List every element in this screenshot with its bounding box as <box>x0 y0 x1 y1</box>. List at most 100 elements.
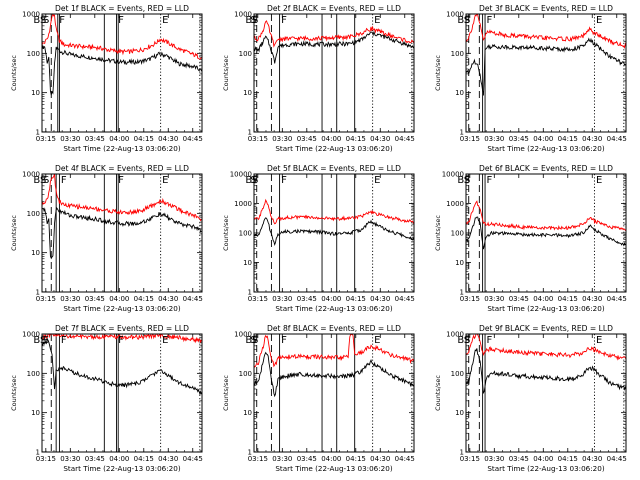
event-marker-label: F <box>59 15 65 26</box>
event-marker-label: E <box>374 15 380 26</box>
axis-frame <box>465 13 627 133</box>
y-tick-label: 1 <box>36 128 40 136</box>
x-tick-label: 04:00 <box>533 455 553 463</box>
chart-panel-9: Det 9f BLACK = Events, RED = LLD Counts/s… <box>434 324 627 473</box>
x-tick-label: 04:30 <box>582 135 602 143</box>
x-tick-label: 04:45 <box>395 295 415 303</box>
y-tick-label: 100 <box>27 50 40 58</box>
chart-panel-8: Det 8f BLACK = Events, RED = LLD Counts/s… <box>222 324 415 473</box>
x-tick-label: 04:45 <box>395 455 415 463</box>
plot-area <box>254 334 414 452</box>
event-marker-label: E <box>596 175 602 186</box>
x-axis-label: Start Time (22-Aug-13 03:06:20) <box>63 304 180 313</box>
y-tick-label: 100 <box>27 210 40 218</box>
x-tick-label: 03:15 <box>36 135 56 143</box>
y-axis-label: Counts/sec <box>434 215 442 251</box>
y-tick-label: 100 <box>239 230 252 238</box>
y-tick-label: 1 <box>460 288 464 296</box>
y-tick-label: 1 <box>248 448 252 456</box>
chart-panel-5: Det 5f BLACK = Events, RED = LLD Counts/s… <box>222 164 415 313</box>
x-tick-label: 04:15 <box>134 295 154 303</box>
x-tick-label: 03:15 <box>460 455 480 463</box>
chart-title: Det 6f BLACK = Events, RED = LLD <box>479 164 613 173</box>
event-marker-label: F <box>487 175 493 186</box>
event-marker-label: E <box>162 15 168 26</box>
x-tick-label: 03:30 <box>272 455 292 463</box>
x-tick-label: 03:45 <box>509 455 529 463</box>
lld-series-line <box>42 14 202 60</box>
axis-frame <box>465 173 627 293</box>
y-tick-label: 1000 <box>234 331 252 339</box>
y-tick-label: 1000 <box>234 11 252 19</box>
chart-panel-7: Det 7f BLACK = Events, RED = LLD Counts/s… <box>10 324 203 473</box>
event-marker-label: BS <box>245 15 258 26</box>
y-tick-label: 1 <box>248 128 252 136</box>
y-axis-label: Counts/sec <box>222 375 230 411</box>
plot-area <box>466 14 626 132</box>
event-marker-label: E <box>162 335 168 346</box>
y-tick-label: 1000 <box>234 200 252 208</box>
event-marker-label: S <box>43 15 49 26</box>
x-tick-label: 04:30 <box>370 455 390 463</box>
event-marker-label: S <box>250 335 256 346</box>
x-tick-label: 03:30 <box>484 135 504 143</box>
chart-panel-6: Det 6f BLACK = Events, RED = LLD Counts/s… <box>434 164 627 313</box>
x-tick-label: 04:30 <box>370 135 390 143</box>
y-tick-label: 1 <box>460 128 464 136</box>
x-tick-label: 03:45 <box>85 455 105 463</box>
chart-title: Det 3f BLACK = Events, RED = LLD <box>479 4 613 13</box>
chart-title: Det 7f BLACK = Events, RED = LLD <box>55 324 189 333</box>
x-tick-label: 04:15 <box>346 455 366 463</box>
x-tick-label: 04:00 <box>321 295 341 303</box>
plot-area <box>466 334 626 452</box>
lld-series-line <box>254 198 414 225</box>
event-marker-label: E <box>596 335 602 346</box>
x-tick-label: 04:00 <box>109 455 129 463</box>
y-tick-label: 100 <box>239 370 252 378</box>
x-tick-label: 03:30 <box>484 455 504 463</box>
x-axis-label: Start Time (22-Aug-13 03:06:20) <box>487 144 604 153</box>
events-series-line <box>466 216 626 250</box>
event-marker-label: F <box>281 175 287 186</box>
event-marker-label: S <box>43 175 49 186</box>
x-tick-label: 04:15 <box>346 295 366 303</box>
x-tick-label: 04:45 <box>607 295 627 303</box>
chart-panel-3: Det 3f BLACK = Events, RED = LLD Counts/s… <box>434 4 627 153</box>
event-marker-label: S <box>43 335 49 346</box>
x-tick-label: 04:45 <box>183 135 203 143</box>
event-marker-label: S <box>250 15 256 26</box>
y-tick-label: 10 <box>455 259 464 267</box>
events-series-line <box>254 351 414 398</box>
chart-panel-2: Det 2f BLACK = Events, RED = LLD Counts/s… <box>222 4 415 153</box>
x-tick-label: 04:15 <box>558 295 578 303</box>
chart-panel-1: Det 1f BLACK = Events, RED = LLD Counts/s… <box>10 4 203 153</box>
axis-frame <box>41 13 203 133</box>
chart-title: Det 2f BLACK = Events, RED = LLD <box>267 4 401 13</box>
y-tick-label: 10000 <box>230 171 252 179</box>
y-tick-label: 10 <box>31 89 40 97</box>
x-tick-label: 03:15 <box>248 455 268 463</box>
lld-series-line <box>42 174 202 222</box>
event-marker-label: BS <box>457 175 470 186</box>
y-tick-label: 10 <box>31 409 40 417</box>
y-tick-label: 100 <box>451 370 464 378</box>
x-axis-label: Start Time (22-Aug-13 03:06:20) <box>275 144 392 153</box>
lld-series-line <box>466 14 626 50</box>
event-marker-label: F <box>487 15 493 26</box>
x-axis-label: Start Time (22-Aug-13 03:06:20) <box>63 144 180 153</box>
x-tick-label: 04:15 <box>346 135 366 143</box>
y-tick-label: 1000 <box>446 200 464 208</box>
event-marker-label: S <box>464 175 470 186</box>
x-tick-label: 03:30 <box>60 455 80 463</box>
chart-panel-4: Det 4f BLACK = Events, RED = LLD Counts/s… <box>10 164 203 313</box>
x-tick-label: 04:45 <box>607 135 627 143</box>
x-tick-label: 03:45 <box>297 455 317 463</box>
plot-area <box>466 174 626 292</box>
event-marker-label: S <box>464 15 470 26</box>
event-marker-label: BS <box>245 335 258 346</box>
plot-area <box>42 174 202 292</box>
event-marker-label: F <box>118 175 124 186</box>
x-tick-label: 04:30 <box>158 135 178 143</box>
x-tick-label: 03:45 <box>509 295 529 303</box>
